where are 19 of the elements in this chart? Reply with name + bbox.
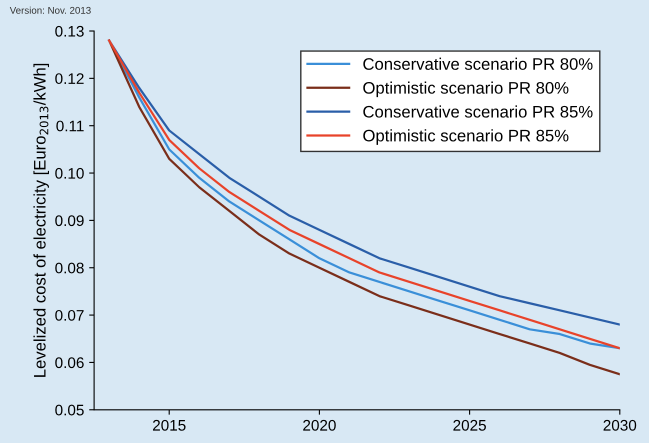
y-tick-label: 0.06	[55, 357, 84, 368]
y-tick-label: 0.05	[55, 404, 84, 416]
text: Version: Nov. 2013	[10, 6, 91, 14]
y-tick-label: 0.07	[55, 310, 84, 321]
legend-label: Optimistic scenario PR 80%	[363, 82, 568, 98]
y-tick-label: 0.10	[55, 168, 84, 179]
x-tick-label: 2020	[303, 420, 336, 431]
y-tick-label: 0.13	[55, 26, 84, 37]
legend-label: Conservative scenario PR 80%	[363, 58, 593, 70]
y-axis-title: Levelized cost of electricity [Euro$_{2013}$/kWh]	[33, 64, 49, 377]
y-tick-label: 0.08	[55, 262, 84, 274]
y-tick-label: 0.12	[55, 73, 84, 84]
legend-label: Optimistic scenario PR 85%	[363, 129, 568, 145]
x-tick-label: 2015	[152, 420, 186, 431]
x-tick-label: 2025	[453, 420, 486, 431]
y-tick-label: 0.11	[56, 120, 84, 132]
x-tick-label: 2030	[604, 420, 636, 431]
legend-label: Conservative scenario PR 85%	[363, 105, 593, 118]
y-tick-label: 0.09	[55, 215, 84, 226]
